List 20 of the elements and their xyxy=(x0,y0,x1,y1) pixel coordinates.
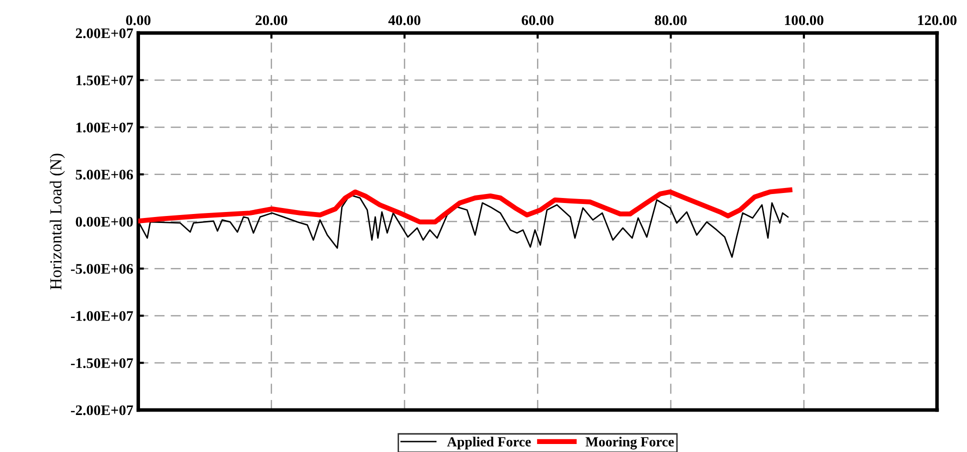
x-tick-label: 120.00 xyxy=(918,15,957,26)
y-tick-label: 0.00E+00 xyxy=(76,216,133,227)
x-tick-label: 60.00 xyxy=(522,15,554,26)
y-tick-label: 5.00E+06 xyxy=(76,170,133,180)
y-tick-label: 1.50E+07 xyxy=(76,75,134,86)
y-tick-label: -2.00E+07 xyxy=(70,405,134,416)
y-tick-label: -1.50E+07 xyxy=(70,358,134,368)
y-tick-label: -5.00E+06 xyxy=(70,264,133,274)
legend-label: Applied Force xyxy=(447,436,531,450)
x-tick-label: 100.00 xyxy=(785,15,824,26)
y-tick-label: -1.00E+07 xyxy=(70,311,134,321)
x-tick-label: 20.00 xyxy=(256,15,288,26)
x-tick-label: 0.00 xyxy=(126,15,150,26)
y-tick-label: 2.00E+07 xyxy=(76,28,134,38)
x-tick-label: 80.00 xyxy=(654,15,687,26)
legend-label: Mooring Force xyxy=(586,436,674,450)
y-tick-label: 1.00E+07 xyxy=(76,122,134,133)
x-tick-label: 40.00 xyxy=(388,15,420,26)
y-axis-title: Horizontal Load (N) xyxy=(50,154,65,290)
line-series xyxy=(138,187,792,224)
